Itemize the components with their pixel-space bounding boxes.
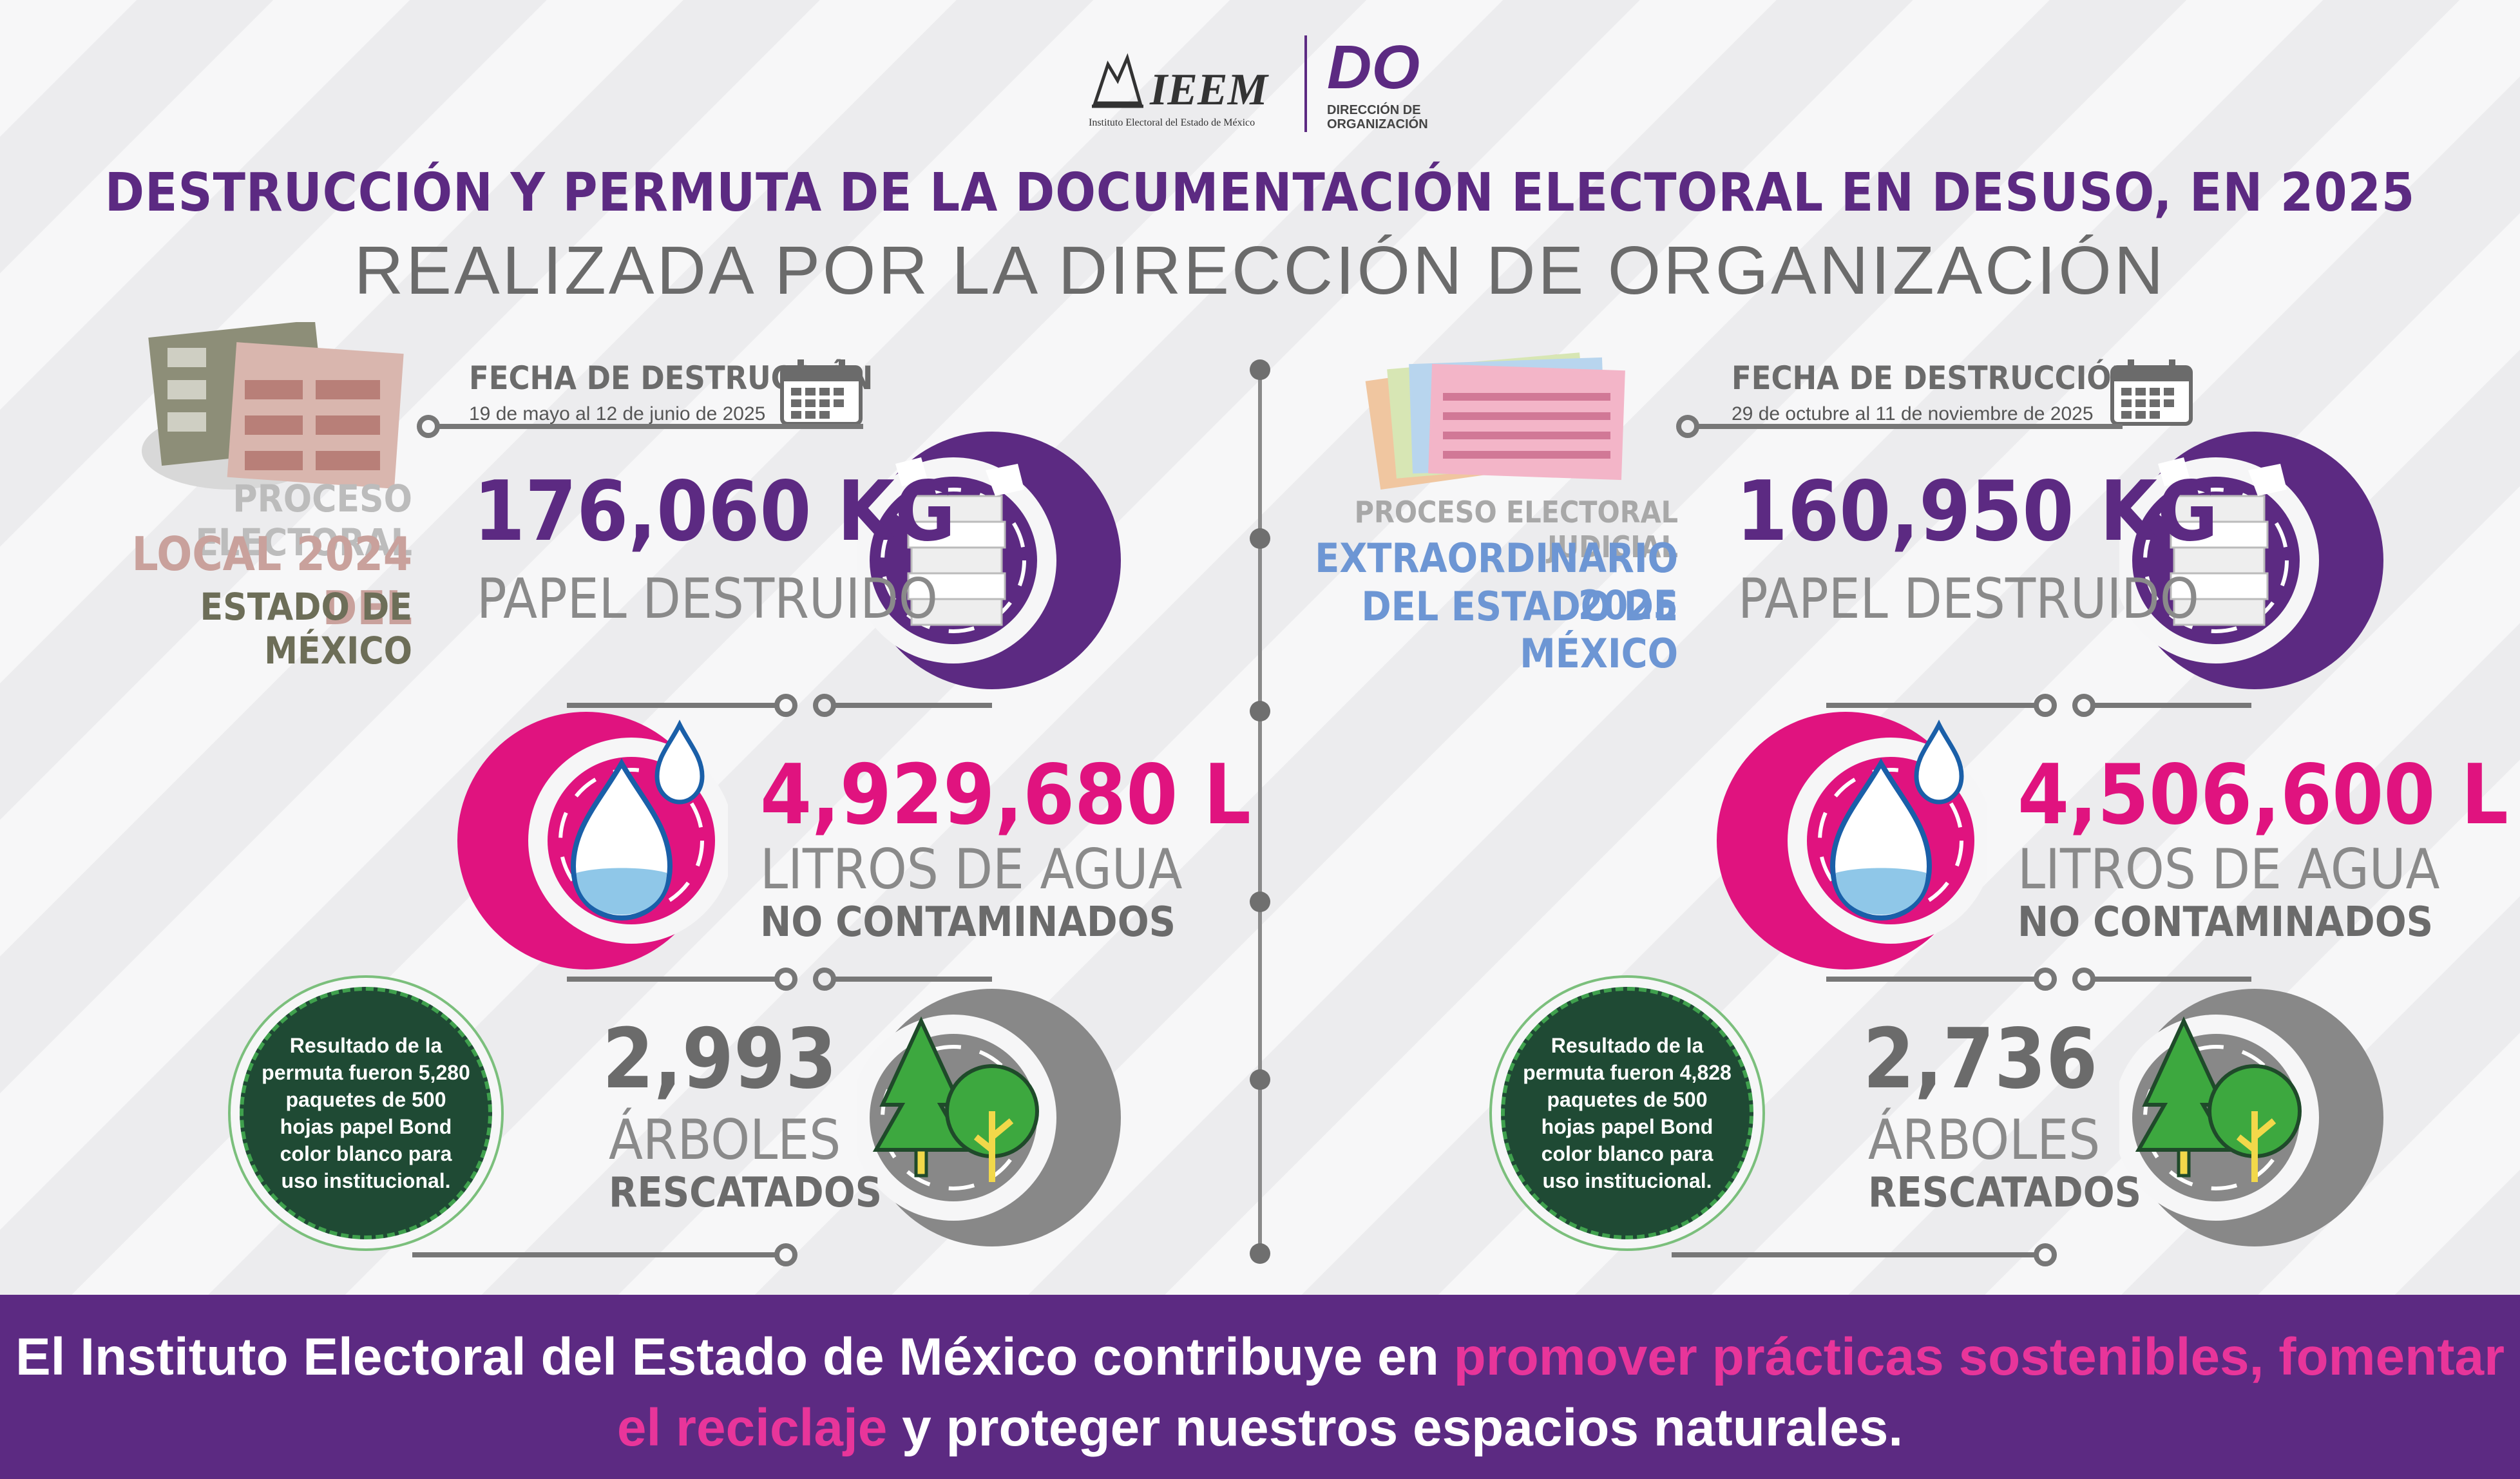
right-paper-value: 160,950 KG xyxy=(1736,464,2219,560)
ieem-logo-subtitle: Instituto Electoral del Estado de México xyxy=(1089,117,1255,128)
right-fecha-label: FECHA DE DESTRUCCIÓN xyxy=(1732,359,2136,397)
right-ballot-documents-icon xyxy=(1365,352,1625,490)
left-trees-label: ÁRBOLES xyxy=(609,1108,841,1172)
do-logo: DO DIRECCIÓN DE ORGANIZACIÓN xyxy=(1327,32,1469,135)
page-subtitle: REALIZADA POR LA DIRECCIÓN DE ORGANIZACI… xyxy=(354,233,2166,309)
trees-icon xyxy=(872,1016,1039,1182)
left-trees-circle xyxy=(857,989,1121,1246)
right-water-label2: NO CONTAMINADOS xyxy=(2018,899,2434,946)
right-trees-circle xyxy=(2119,989,2383,1246)
left-badge-text: Resultado de la permuta fueron 5,280 paq… xyxy=(262,1034,470,1192)
left-process-line1: PROCESO ELECTORAL xyxy=(195,477,412,564)
left-water-label: LITROS DE AGUA xyxy=(760,837,1183,902)
right-water-value: 4,506,600 L xyxy=(2018,747,2508,843)
right-trees-label: ÁRBOLES xyxy=(1868,1108,2101,1172)
water-drop-icon xyxy=(1829,720,1964,921)
right-permuta-badge: Resultado de la permuta fueron 4,828 paq… xyxy=(1501,987,1753,1239)
calendar-icon xyxy=(2110,359,2193,426)
right-fecha: 29 de octubre al 11 de noviembre de 2025 xyxy=(1732,403,2094,425)
left-paper-value: 176,060 KG xyxy=(473,464,956,560)
left-fecha: 19 de mayo al 12 de junio de 2025 xyxy=(469,403,766,425)
center-dot xyxy=(1250,528,1270,549)
center-dot xyxy=(1250,892,1270,912)
left-process-line2: LOCAL 2024 DEL xyxy=(131,527,412,635)
center-dot xyxy=(1250,701,1270,721)
water-drop-icon xyxy=(570,720,705,921)
right-paper-label: PAPEL DESTRUIDO xyxy=(1738,567,2199,631)
footer-banner xyxy=(0,1295,2520,1479)
left-process-line3: ESTADO DE MÉXICO xyxy=(200,585,412,673)
left-water-label2: NO CONTAMINADOS xyxy=(760,899,1176,946)
left-paper-label: PAPEL DESTRUIDO xyxy=(477,567,938,631)
do-logo-subtitle-1: DIRECCIÓN DE xyxy=(1327,103,1421,117)
right-process-line1: PROCESO ELECTORAL JUDICIAL xyxy=(1354,495,1678,564)
right-water-label: LITROS DE AGUA xyxy=(2018,837,2440,902)
right-water-circle xyxy=(1717,712,1987,969)
right-paper-circle xyxy=(2119,432,2383,689)
page-title: DESTRUCCIÓN Y PERMUTA DE LA DOCUMENTACIÓ… xyxy=(104,162,2416,224)
ieem-logo: IEEM Instituto Electoral del Estado de M… xyxy=(1089,39,1288,135)
left-connector xyxy=(412,415,992,1266)
ieem-emblem-icon xyxy=(1092,53,1143,108)
left-trees-label2: RESCATADOS xyxy=(609,1169,883,1217)
center-divider xyxy=(1258,367,1262,1263)
paper-stack-icon xyxy=(895,457,1024,626)
footer-highlight: promover prácticas sostenibles, fomentar… xyxy=(616,1328,2505,1457)
footer-part2: y proteger nuestros espacios naturales. xyxy=(887,1398,1904,1457)
do-logo-text: DO xyxy=(1327,33,1420,102)
logo-separator xyxy=(1304,35,1307,132)
right-process-line3: DEL ESTADO DE MÉXICO xyxy=(1361,583,1678,677)
right-trees-label2: RESCATADOS xyxy=(1868,1169,2142,1217)
ieem-logo-text: IEEM xyxy=(1150,65,1268,115)
right-badge-text: Resultado de la permuta fueron 4,828 paq… xyxy=(1523,1034,1732,1192)
left-water-value: 4,929,680 L xyxy=(760,747,1251,843)
left-permuta-badge: Resultado de la permuta fueron 5,280 paq… xyxy=(240,987,492,1239)
trees-icon xyxy=(2135,1016,2302,1182)
footer-part1: El Instituto Electoral del Estado de Méx… xyxy=(15,1328,1454,1386)
left-trees-value: 2,993 xyxy=(602,1011,837,1107)
ballot-documents-icon xyxy=(142,322,404,490)
paper-stack-icon xyxy=(2158,457,2287,626)
left-water-circle xyxy=(457,712,728,969)
right-trees-value: 2,736 xyxy=(1863,1011,2098,1107)
footer-text: El Instituto Electoral del Estado de Méx… xyxy=(0,1322,2520,1464)
right-connector xyxy=(1672,415,2251,1266)
center-dot xyxy=(1250,359,1270,380)
center-dot xyxy=(1250,1069,1270,1090)
calendar-icon xyxy=(780,359,863,426)
do-logo-subtitle-2: ORGANIZACIÓN xyxy=(1327,117,1428,131)
left-paper-circle xyxy=(857,432,1121,689)
right-process-line2: EXTRAORDINARIO 2025 xyxy=(1315,535,1678,629)
center-dot xyxy=(1250,1243,1270,1264)
